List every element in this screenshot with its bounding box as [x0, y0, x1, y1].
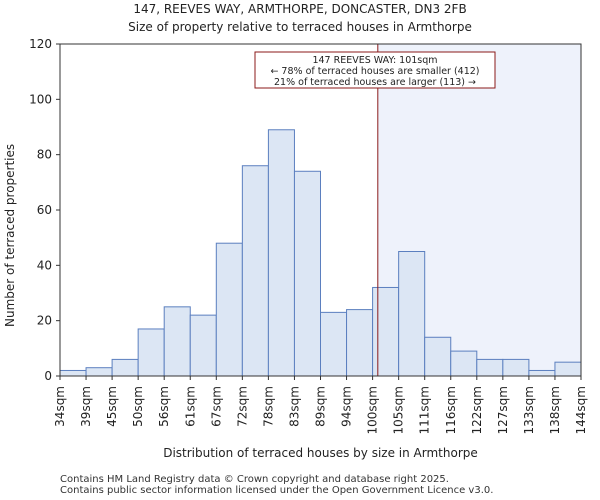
y-tick-label-100: 100 [29, 92, 52, 106]
bar-9 [293, 170, 322, 377]
x-tick-label-4: 56sqm [157, 386, 171, 427]
y-tick-label-0: 0 [44, 369, 52, 383]
x-tick-label-2: 45sqm [105, 386, 119, 427]
x-tick-label-3: 50sqm [131, 386, 145, 427]
bar-12 [372, 286, 400, 377]
y-tick-label-120: 120 [29, 37, 52, 51]
x-tick-label-1: 39sqm [79, 386, 93, 427]
bar-2 [111, 358, 139, 377]
chart-title: 147, REEVES WAY, ARMTHORPE, DONCASTER, D… [133, 2, 467, 16]
x-tick-label-5: 61sqm [183, 386, 197, 427]
bar-6 [215, 242, 243, 377]
x-tick-label-7: 72sqm [235, 386, 249, 427]
bar-3 [137, 328, 165, 377]
footer-licence: Contains public sector information licen… [60, 485, 494, 496]
bar-10 [320, 311, 348, 377]
annotation-box [254, 51, 496, 89]
x-tick-label-6: 67sqm [209, 386, 223, 427]
x-tick-label-12: 100sqm [366, 386, 380, 434]
x-tick-label-11: 94sqm [340, 386, 354, 427]
x-tick-label-20: 144sqm [574, 386, 588, 434]
x-tick-label-0: 34sqm [53, 386, 67, 427]
x-axis-title: Distribution of terraced houses by size … [163, 446, 478, 460]
x-tick-label-8: 78sqm [261, 386, 275, 427]
bar-18 [528, 369, 556, 377]
y-tick-label-20: 20 [37, 314, 52, 328]
x-tick-label-14: 111sqm [418, 386, 432, 434]
bar-17 [502, 358, 530, 377]
bar-0 [59, 369, 87, 377]
bar-19 [554, 361, 582, 377]
bar-16 [476, 358, 504, 377]
x-tick-label-13: 105sqm [392, 386, 406, 434]
y-axis-title: Number of terraced properties [3, 143, 17, 327]
y-tick-label-40: 40 [37, 258, 52, 272]
x-tick-label-9: 83sqm [287, 386, 301, 427]
footer-copyright: Contains HM Land Registry data © Crown c… [60, 474, 449, 485]
x-tick-label-17: 127sqm [496, 386, 510, 434]
bar-8 [267, 129, 295, 377]
annotation-line-1: 147 REEVES WAY: 101sqm [312, 55, 437, 66]
bar-7 [241, 165, 269, 377]
x-tick-label-19: 138sqm [548, 386, 562, 434]
x-tick-label-15: 116sqm [444, 386, 458, 434]
chart-subtitle: Size of property relative to terraced ho… [128, 20, 472, 34]
x-tick-label-18: 133sqm [522, 386, 536, 434]
y-tick-label-80: 80 [37, 148, 52, 162]
bar-15 [450, 350, 478, 377]
annotation-line-2: ← 78% of terraced houses are smaller (41… [270, 66, 479, 77]
annotation-line-3: 21% of terraced houses are larger (113) … [274, 77, 476, 88]
bar-11 [346, 309, 374, 377]
x-tick-label-16: 122sqm [470, 386, 484, 434]
bar-13 [398, 251, 426, 377]
bar-1 [85, 367, 113, 377]
bar-5 [189, 314, 217, 377]
y-tick-label-60: 60 [37, 203, 52, 217]
bar-14 [424, 336, 452, 377]
x-tick-label-10: 89sqm [314, 386, 328, 427]
bar-4 [163, 306, 191, 377]
